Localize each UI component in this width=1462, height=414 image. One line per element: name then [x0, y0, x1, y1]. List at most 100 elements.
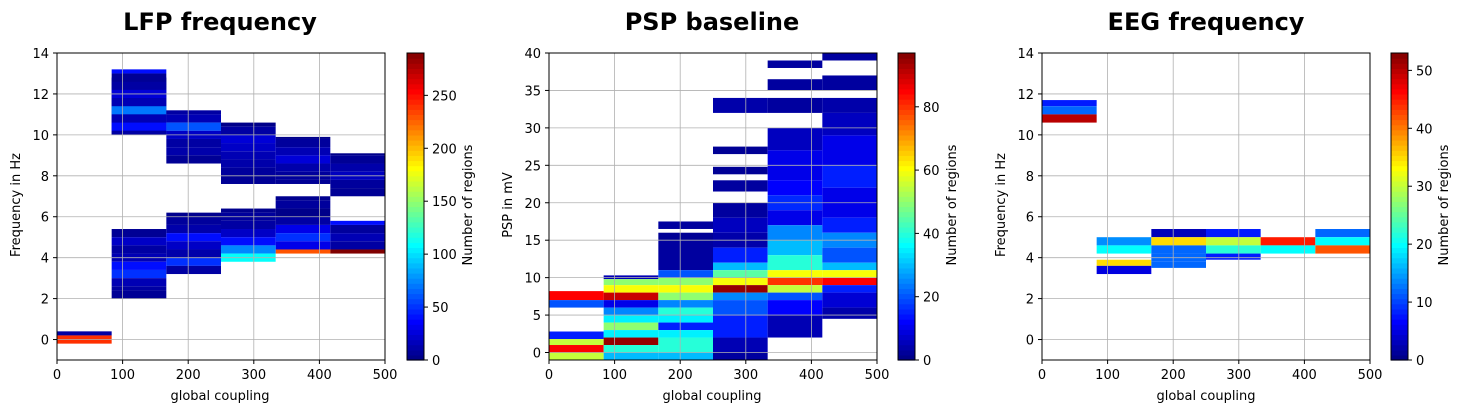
panel-eeg-frequency: EEG frequency global coupling Frequency … — [994, 8, 1452, 404]
colorbar-tick-label: 80 — [923, 101, 940, 116]
colorbar-segment — [1391, 145, 1408, 151]
heatmap-cell — [822, 97, 877, 113]
colorbar-segment — [1391, 211, 1408, 218]
heatmap-cell — [822, 285, 877, 293]
colorbar-tick-label: 20 — [923, 291, 940, 306]
heatmap-cell — [1151, 237, 1206, 246]
heatmap-cell — [275, 163, 331, 172]
colorbar-tick-label: 60 — [923, 164, 940, 179]
heatmap-cell — [1315, 237, 1370, 246]
colorbar-segment — [898, 83, 915, 90]
colorbar-segment — [407, 145, 424, 151]
colorbar-segment — [407, 63, 424, 69]
y-tick-label: 8 — [41, 170, 49, 185]
heatmap-cell — [658, 307, 713, 316]
x-tick-label: 300 — [733, 368, 758, 383]
heatmap-cell — [603, 279, 659, 286]
colorbar-segment — [898, 180, 915, 187]
colorbar-segment — [898, 165, 915, 172]
axes-frame — [56, 52, 386, 361]
colorbar-tick-label: 10 — [1416, 296, 1433, 311]
heatmap-cell — [713, 292, 768, 301]
colorbar-segment — [407, 58, 424, 64]
colorbar-segment — [898, 293, 915, 300]
heatmap-cell — [767, 180, 823, 196]
heatmap-cell — [1042, 114, 1097, 123]
colorbar-segment — [898, 124, 915, 131]
heatmap-cell — [221, 237, 276, 246]
colorbar-segment — [407, 68, 424, 75]
heatmap-cell — [767, 315, 823, 338]
colorbar-segment — [898, 63, 915, 69]
colorbar-segment — [1391, 124, 1408, 131]
colorbar-segment — [407, 206, 424, 213]
colorbar-segment — [1391, 73, 1408, 80]
y-tick-label: 10 — [1017, 129, 1034, 144]
heatmap-cell — [713, 166, 768, 175]
heatmap-cell — [658, 330, 713, 338]
colorbar-segment — [898, 160, 915, 167]
heatmap-cell — [275, 216, 331, 225]
colorbar-segment — [1391, 191, 1408, 197]
heatmap-cell — [1206, 237, 1261, 246]
colorbar-segment — [407, 262, 424, 269]
heatmap-cell — [603, 337, 659, 346]
heatmap-cell — [275, 196, 331, 201]
x-tick-label: 300 — [1226, 368, 1251, 383]
colorbar-segment — [1391, 349, 1408, 356]
heatmap-cell — [767, 255, 823, 271]
heatmap-cell — [111, 122, 167, 131]
heatmap-cell — [822, 135, 877, 166]
colorbar-segment — [898, 170, 915, 177]
heatmap-cell — [767, 270, 823, 278]
heatmap-cell — [767, 210, 823, 226]
colorbar-segment — [898, 186, 915, 192]
x-tick-label: 100 — [602, 368, 627, 383]
colorbar-segment — [1391, 226, 1408, 233]
colorbar-segment — [407, 150, 424, 156]
colorbar-label: Number of regions — [461, 144, 476, 265]
y-tick-label: 6 — [41, 211, 49, 226]
colorbar-segment — [407, 324, 424, 330]
colorbar-segment — [1391, 119, 1408, 126]
colorbar-segment — [407, 319, 424, 325]
heatmap-cell — [713, 285, 768, 293]
colorbar-segment — [898, 73, 915, 80]
colorbar-segment — [407, 196, 424, 202]
colorbar-segment — [898, 119, 915, 126]
heatmap-cell — [713, 270, 768, 278]
colorbar-segment — [1391, 68, 1408, 75]
colorbar-segment — [898, 252, 915, 259]
colorbar-segment — [898, 232, 915, 238]
colorbar-segment — [1391, 313, 1408, 320]
colorbar-segment — [407, 175, 424, 182]
heatmap-cell — [822, 307, 877, 319]
colorbar-segment — [407, 273, 424, 279]
colorbar-segment — [1391, 78, 1408, 85]
colorbar-frame — [1390, 52, 1409, 361]
heatmap-cell — [275, 249, 331, 254]
heatmap-cell — [603, 300, 659, 308]
colorbar-segment — [1391, 99, 1408, 105]
heatmap-cell — [603, 307, 659, 316]
heatmap-cell — [221, 159, 276, 168]
heatmap-cell — [713, 300, 768, 316]
colorbar-tick-label: 0 — [923, 354, 931, 369]
x-tick-label: 400 — [1292, 368, 1317, 383]
colorbar-frame — [897, 52, 916, 361]
heatmap-cell — [1260, 237, 1316, 246]
heatmap-cell — [166, 138, 221, 148]
plot-area — [57, 53, 385, 360]
colorbar-tick-label: 0 — [1416, 354, 1424, 369]
y-tick-label: 0 — [1026, 334, 1034, 349]
colorbar-segment — [1391, 334, 1408, 341]
colorbar-segment — [407, 109, 424, 115]
colorbar-segment — [898, 221, 915, 228]
heatmap-cell — [275, 155, 331, 164]
y-tick-label: 14 — [32, 47, 49, 62]
colorbar-segment — [1391, 237, 1408, 243]
colorbar-label: Number of regions — [1437, 144, 1452, 265]
colorbar-segment — [1391, 93, 1408, 100]
heatmap-cell — [166, 249, 221, 258]
